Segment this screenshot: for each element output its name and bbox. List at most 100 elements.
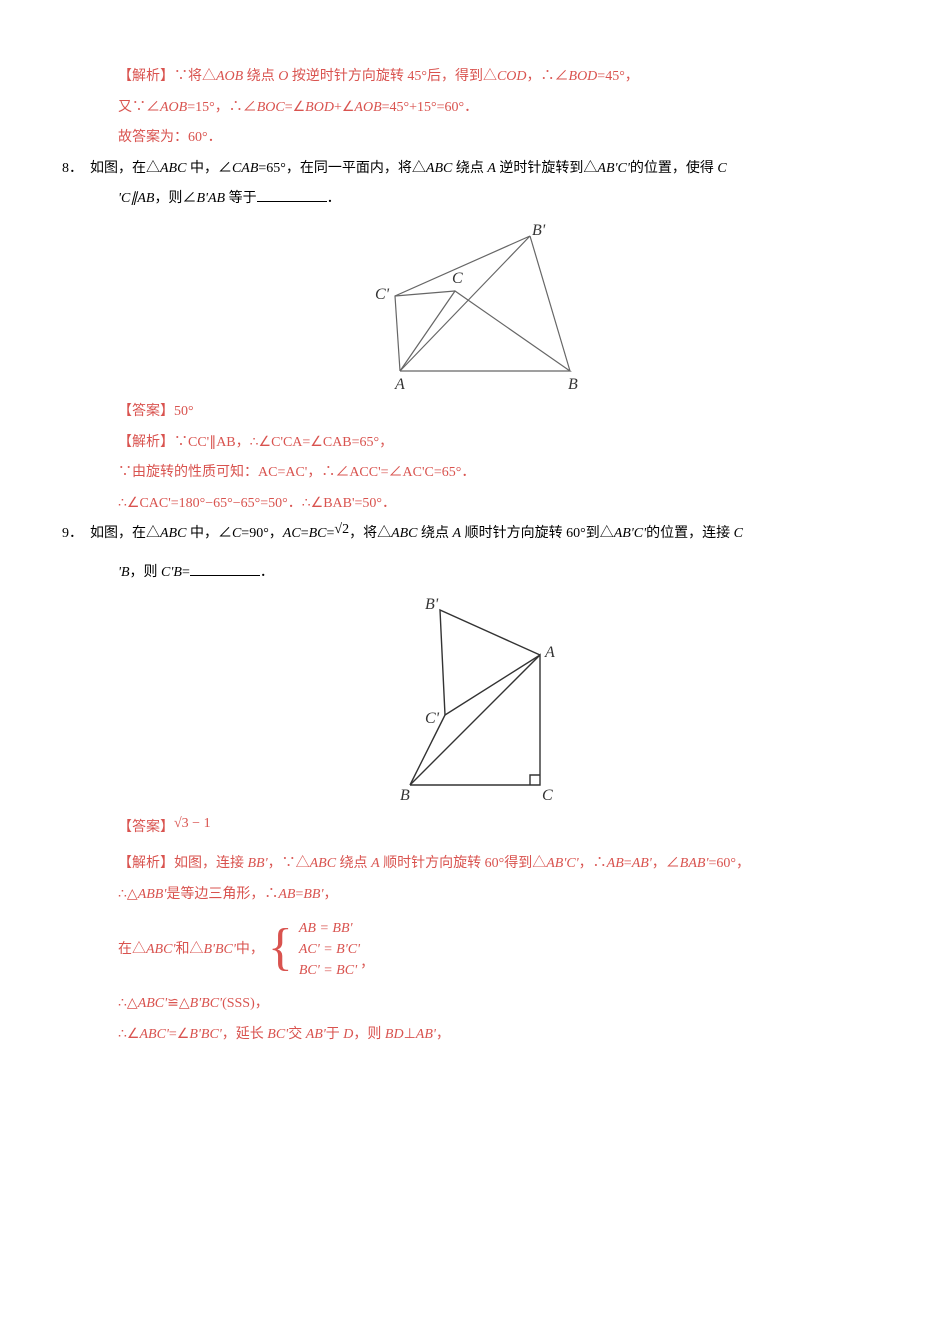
t: ABB' bbox=[138, 887, 167, 902]
t: C bbox=[232, 526, 241, 541]
t: BAB' bbox=[680, 856, 709, 871]
q9-answer: 【答案】√3 − 1 bbox=[90, 815, 870, 842]
t: 'C∥AB bbox=[118, 191, 154, 206]
t: = bbox=[301, 526, 309, 541]
t: 的位置，使得 bbox=[630, 161, 718, 176]
t: AB' bbox=[416, 1027, 436, 1042]
t: 中，∠ bbox=[186, 161, 232, 176]
t: ，∠ bbox=[652, 856, 680, 871]
t: 绕点 bbox=[452, 161, 487, 176]
t: A bbox=[487, 161, 496, 176]
t: AOB bbox=[354, 100, 381, 115]
t: B'BC' bbox=[189, 1027, 221, 1042]
t: =∠ bbox=[285, 100, 305, 115]
t: 50° bbox=[174, 404, 194, 419]
t: =90°， bbox=[241, 526, 283, 541]
t: 绕点 bbox=[243, 69, 278, 84]
sol7-line1: 【解析】∵将△AOB 绕点 O 按逆时针方向旋转 45°后，得到△COD，∴∠B… bbox=[90, 64, 870, 91]
t: ． bbox=[327, 191, 341, 206]
q9-sol-3: ∴△ABC'≌△B'BC'(SSS)， bbox=[90, 991, 870, 1018]
t: AB' bbox=[306, 1027, 326, 1042]
label-b: B bbox=[568, 376, 578, 391]
t: C bbox=[717, 161, 726, 176]
t: 如图，在△ bbox=[90, 161, 160, 176]
t: 在△ bbox=[118, 942, 146, 957]
t: 是等边三角形，∴ bbox=[166, 887, 278, 902]
t: =60°， bbox=[708, 856, 750, 871]
t: ∴△ bbox=[118, 996, 138, 1011]
q9-figure: A B C B' C' bbox=[90, 595, 870, 805]
cases-body: AB = BB' AC' = B'C' BC' = BC' bbox=[293, 918, 360, 981]
label-c: C bbox=[542, 787, 553, 804]
t: BB' bbox=[303, 887, 323, 902]
t: ABC bbox=[391, 526, 417, 541]
t: 交 bbox=[288, 1027, 306, 1042]
label-bp: B' bbox=[532, 222, 546, 239]
t: ． bbox=[260, 565, 274, 580]
t: ABC bbox=[160, 161, 186, 176]
t: A bbox=[453, 526, 462, 541]
t: 的位置，连接 bbox=[646, 526, 734, 541]
t: (SSS)， bbox=[222, 996, 269, 1011]
q9-cases: 在△ABC'和△B'BC'中， { AB = BB' AC' = B'C' BC… bbox=[90, 918, 870, 981]
t: 顺时针方向旋转 60°到△ bbox=[461, 526, 614, 541]
t: ， bbox=[323, 887, 337, 902]
t: ，∵△ bbox=[268, 856, 310, 871]
q8-answer: 【答案】50° bbox=[90, 399, 870, 426]
t: 和△ bbox=[175, 942, 203, 957]
label-cp: C' bbox=[425, 710, 440, 727]
t: ， bbox=[436, 1027, 450, 1042]
case-3: BC' = BC' bbox=[299, 960, 360, 981]
t: AB'C' bbox=[546, 856, 578, 871]
t: BC' bbox=[267, 1027, 288, 1042]
t: BOD bbox=[569, 69, 598, 84]
t: D bbox=[343, 1027, 353, 1042]
t: =15°，∴∠ bbox=[187, 100, 257, 115]
t: 如图，在△ bbox=[90, 526, 160, 541]
label-b: B bbox=[400, 787, 410, 804]
t: AB bbox=[278, 887, 295, 902]
t: ，则 bbox=[130, 565, 162, 580]
t: AOB bbox=[160, 100, 187, 115]
t: 逆时针旋转到△ bbox=[496, 161, 598, 176]
t: B'AB bbox=[196, 191, 225, 206]
t: C bbox=[734, 526, 743, 541]
t: B'BC' bbox=[190, 996, 222, 1011]
q9-text: 9．如图，在△ABC 中，∠C=90°，AC=BC=√2，将△ABC 绕点 A … bbox=[90, 521, 870, 548]
t: BOC bbox=[257, 100, 285, 115]
ans-val: √3 − 1 bbox=[174, 816, 211, 831]
sqrt2: √2 bbox=[334, 522, 349, 537]
t: 【答案】 bbox=[118, 404, 174, 419]
t: AB'C' bbox=[614, 526, 646, 541]
t: ，则∠ bbox=[154, 191, 196, 206]
t: BB' bbox=[248, 856, 268, 871]
q9-sol-4: ∴∠ABC'=∠B'BC'，延长 BC'交 AB'于 D，则 BD⊥AB'， bbox=[90, 1022, 870, 1049]
t: +∠ bbox=[334, 100, 354, 115]
t: 【答案】 bbox=[118, 820, 174, 835]
t: BOD bbox=[305, 100, 334, 115]
t: =45°+15°=60°． bbox=[382, 100, 478, 115]
t: ABC bbox=[426, 161, 452, 176]
label-a: A bbox=[544, 644, 555, 661]
t: C'B bbox=[161, 565, 182, 580]
t: AB'C' bbox=[597, 161, 629, 176]
q9-sol-1: 【解析】如图，连接 BB'，∵△ABC 绕点 A 顺时针方向旋转 60°得到△A… bbox=[90, 851, 870, 878]
t: ∴∠ bbox=[118, 1027, 139, 1042]
sol7-line3: 故答案为：60°． bbox=[90, 125, 870, 152]
t: AB bbox=[607, 856, 624, 871]
case-2: AC' = B'C' bbox=[299, 939, 360, 960]
t: 【解析】∵将△ bbox=[118, 69, 216, 84]
t: 按逆时针方向旋转 45°后，得到△ bbox=[288, 69, 497, 84]
t: ，将△ bbox=[349, 526, 391, 541]
t: O bbox=[278, 69, 288, 84]
t: BD bbox=[385, 1027, 404, 1042]
case-1: AB = BB' bbox=[299, 918, 360, 939]
t: 中， bbox=[236, 942, 264, 957]
t: CAB bbox=[232, 161, 258, 176]
t: ABC bbox=[160, 526, 186, 541]
t: = bbox=[624, 856, 632, 871]
t: 顺时针方向旋转 60°得到△ bbox=[380, 856, 547, 871]
t: 绕点 bbox=[336, 856, 371, 871]
t: B'BC' bbox=[203, 942, 235, 957]
t: 又∵∠ bbox=[118, 100, 160, 115]
